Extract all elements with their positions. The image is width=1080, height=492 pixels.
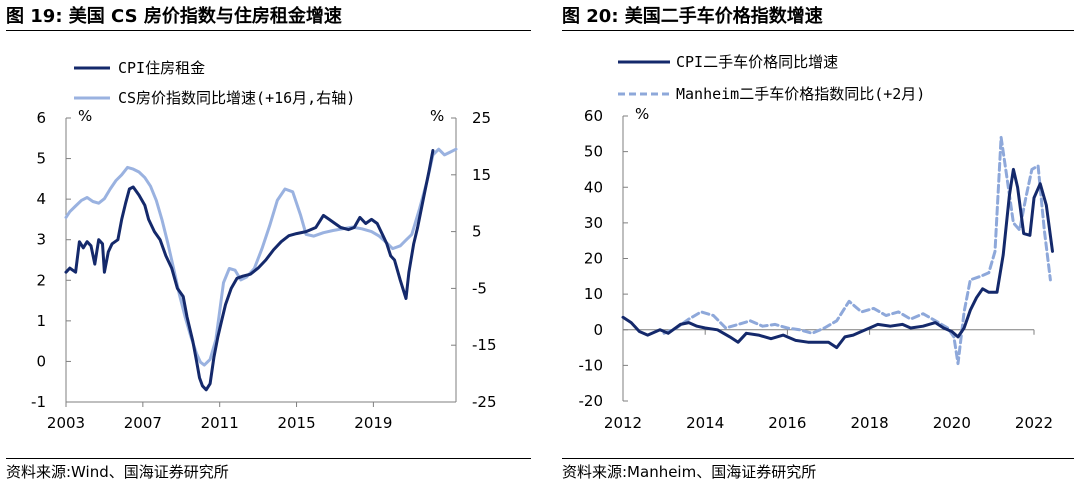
right-tick-label: -15 bbox=[472, 336, 497, 354]
figure-20-panel: 图 20: 美国二手车价格指数增速 60 50 40 30 20 10 0 -10 -20% 20… bbox=[556, 0, 1080, 492]
left-axis-unit: % bbox=[635, 105, 649, 123]
x-tick-label: 2014 bbox=[686, 414, 724, 432]
source-rule bbox=[6, 458, 531, 459]
left-tick-label: 6 bbox=[36, 109, 46, 127]
legend-label: CPI住房租金 bbox=[118, 59, 205, 77]
x-tick-label: 2022 bbox=[1015, 414, 1053, 432]
left-tick-label: 1 bbox=[36, 312, 46, 330]
x-tick-label: 2011 bbox=[201, 414, 239, 432]
source-note: 资料来源:Wind、国海证券研究所 bbox=[6, 463, 229, 481]
left-tick-label: 20 bbox=[584, 250, 603, 268]
right-tick-label: 25 bbox=[472, 109, 491, 127]
left-tick-label: 2 bbox=[36, 271, 46, 289]
left-tick-label: 30 bbox=[584, 214, 603, 232]
series-line-secondary bbox=[662, 135, 1052, 366]
right-axis-unit: % bbox=[430, 107, 444, 125]
legend-label: Manheim二手车价格指数同比(+2月) bbox=[676, 85, 925, 103]
left-tick-label: 3 bbox=[36, 231, 46, 249]
right-tick-label: -5 bbox=[472, 279, 487, 297]
left-tick-label: 10 bbox=[584, 285, 603, 303]
right-tick-label: 5 bbox=[472, 223, 482, 241]
right-tick-label: -25 bbox=[472, 393, 497, 411]
x-tick-label: 2018 bbox=[851, 414, 889, 432]
left-tick-label: 60 bbox=[584, 107, 603, 125]
left-tick-label: 0 bbox=[36, 352, 46, 370]
figure-19-panel: 图 19: 美国 CS 房价指数与住房租金增速 6 5 4 3 2 1 0 -1% 25 15 5 -… bbox=[6, 6, 531, 481]
x-tick-label: 2007 bbox=[124, 414, 162, 432]
left-tick-label: -20 bbox=[579, 392, 604, 410]
figure-title: 图 20: 美国二手车价格指数增速 bbox=[562, 6, 823, 27]
chart-19: 6 5 4 3 2 1 0 -1% 25 15 5 -5 -15 -25% 2003 2007 2011 2015… bbox=[31, 59, 497, 432]
series-line-primary bbox=[64, 149, 435, 392]
x-tick-label: 2019 bbox=[354, 414, 392, 432]
left-tick-label: -10 bbox=[579, 356, 604, 374]
left-axis-unit: % bbox=[78, 107, 92, 125]
series-line-secondary bbox=[64, 147, 458, 367]
left-tick-label: 40 bbox=[584, 178, 603, 196]
source-note: 资料来源:Manheim、国海证券研究所 bbox=[562, 463, 817, 481]
left-tick-label: 4 bbox=[36, 190, 46, 208]
right-tick-label: 15 bbox=[472, 166, 491, 184]
x-tick-label: 2012 bbox=[604, 414, 642, 432]
chart-20: 60 50 40 30 20 10 0 -10 -20% 2012 2014 2016 2018 2020… bbox=[579, 53, 1054, 432]
title-rule bbox=[562, 30, 1074, 31]
left-tick-label: 5 bbox=[36, 150, 46, 168]
x-tick-label: 2016 bbox=[768, 414, 806, 432]
left-tick-label: 0 bbox=[593, 321, 603, 339]
left-tick-label: 50 bbox=[584, 143, 603, 161]
legend-label: CPI二手车价格同比增速 bbox=[676, 53, 838, 71]
left-tick-label: -1 bbox=[31, 393, 46, 411]
x-tick-label: 2020 bbox=[933, 414, 971, 432]
x-tick-label: 2015 bbox=[277, 414, 315, 432]
x-tick-label: 2003 bbox=[47, 414, 85, 432]
title-rule bbox=[6, 30, 531, 31]
legend-label: CS房价指数同比增速(+16月,右轴) bbox=[118, 89, 355, 107]
series-line-primary bbox=[621, 167, 1054, 350]
figure-title: 图 19: 美国 CS 房价指数与住房租金增速 bbox=[6, 6, 342, 27]
source-rule bbox=[562, 458, 1074, 459]
